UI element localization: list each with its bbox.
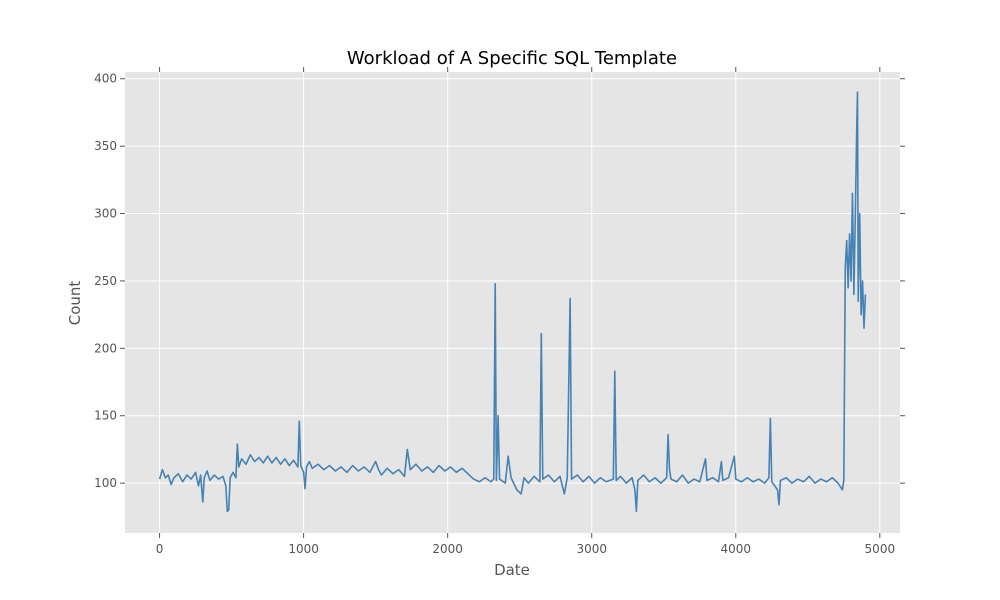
y-tick-label: 300 bbox=[94, 207, 117, 221]
grid-lines bbox=[125, 72, 900, 533]
axis-ticks: 0 1000 2000 3000 4000 5000 100 150 200 250 300 350 4… bbox=[94, 67, 905, 556]
chart-title: Workload of A Specific SQL Template bbox=[347, 48, 677, 69]
x-tick-label: 4000 bbox=[721, 542, 752, 556]
y-tick-label: 400 bbox=[94, 72, 117, 86]
x-tick-label: 2000 bbox=[432, 542, 463, 556]
x-tick-label: 5000 bbox=[865, 542, 896, 556]
x-tick-label: 3000 bbox=[576, 542, 607, 556]
x-tick-label: 1000 bbox=[288, 542, 319, 556]
y-tick-label: 150 bbox=[94, 409, 117, 423]
y-tick-label: 250 bbox=[94, 274, 117, 288]
series-group bbox=[158, 91, 867, 513]
plot-background bbox=[125, 72, 900, 533]
series-line bbox=[158, 91, 867, 513]
y-tick-label: 350 bbox=[94, 139, 117, 153]
x-tick-label: 0 bbox=[156, 542, 164, 556]
y-tick-label: 200 bbox=[94, 341, 117, 355]
x-axis-label: Date bbox=[494, 561, 530, 579]
y-tick-label: 100 bbox=[94, 476, 117, 490]
y-axis-label: Count bbox=[66, 281, 84, 326]
